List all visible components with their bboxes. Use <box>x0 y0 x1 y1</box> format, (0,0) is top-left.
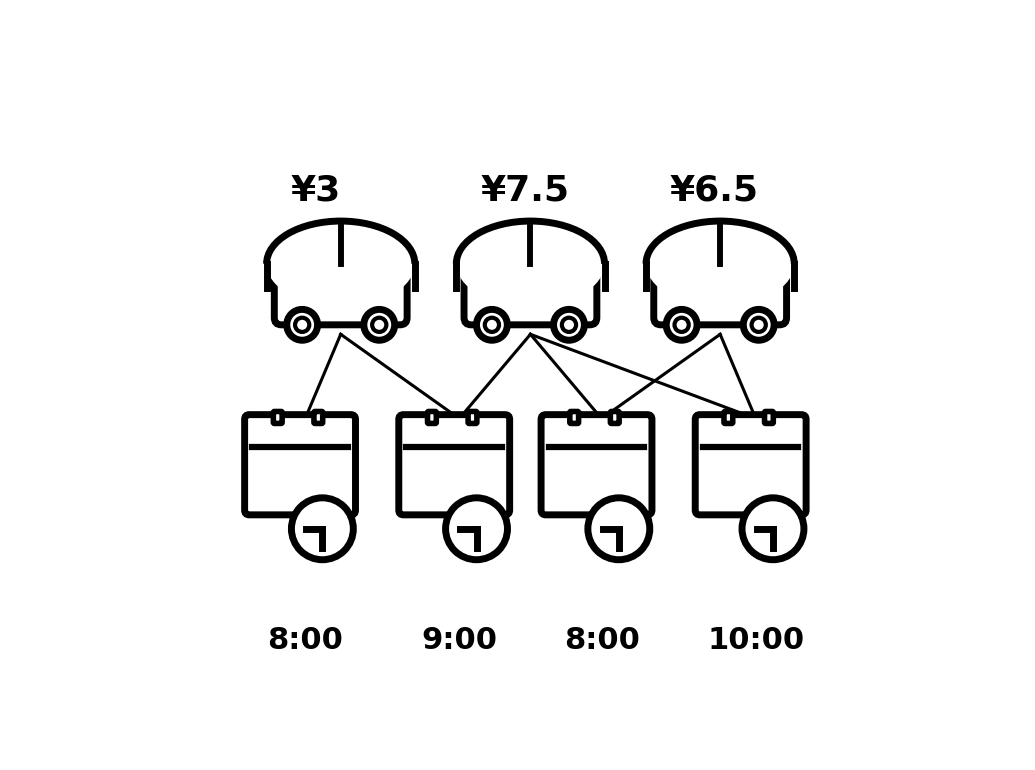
Circle shape <box>743 310 774 340</box>
Circle shape <box>320 527 325 531</box>
Circle shape <box>446 498 507 560</box>
Text: ¥7.5: ¥7.5 <box>480 173 569 207</box>
FancyBboxPatch shape <box>314 411 323 424</box>
Circle shape <box>554 310 585 340</box>
FancyBboxPatch shape <box>244 414 355 515</box>
Circle shape <box>290 497 355 561</box>
Ellipse shape <box>267 221 415 306</box>
FancyBboxPatch shape <box>427 411 437 424</box>
Text: ¥6.5: ¥6.5 <box>670 173 759 207</box>
Circle shape <box>484 318 499 332</box>
Circle shape <box>667 310 697 340</box>
Circle shape <box>588 498 650 560</box>
Circle shape <box>675 318 688 332</box>
FancyBboxPatch shape <box>654 257 787 325</box>
FancyBboxPatch shape <box>611 411 619 424</box>
Circle shape <box>444 497 508 561</box>
FancyBboxPatch shape <box>723 411 733 424</box>
Circle shape <box>742 498 804 560</box>
Text: ¥3: ¥3 <box>290 173 341 207</box>
Ellipse shape <box>456 221 604 306</box>
Circle shape <box>751 318 766 332</box>
Circle shape <box>474 527 478 531</box>
FancyBboxPatch shape <box>541 414 652 515</box>
FancyBboxPatch shape <box>468 411 477 424</box>
Circle shape <box>373 318 386 332</box>
Circle shape <box>476 310 507 340</box>
Circle shape <box>741 497 805 561</box>
Circle shape <box>292 498 353 560</box>
Ellipse shape <box>646 221 794 306</box>
Circle shape <box>364 310 394 340</box>
Text: 9:00: 9:00 <box>421 626 497 655</box>
FancyBboxPatch shape <box>274 257 407 325</box>
FancyBboxPatch shape <box>570 411 579 424</box>
FancyBboxPatch shape <box>696 414 806 515</box>
Text: 8:00: 8:00 <box>564 626 640 655</box>
FancyBboxPatch shape <box>273 411 283 424</box>
Circle shape <box>562 318 576 332</box>
Circle shape <box>617 527 621 531</box>
Circle shape <box>287 310 318 340</box>
Circle shape <box>295 318 309 332</box>
FancyBboxPatch shape <box>765 411 773 424</box>
Text: 10:00: 10:00 <box>707 626 804 655</box>
Circle shape <box>587 497 651 561</box>
FancyBboxPatch shape <box>464 257 597 325</box>
Text: 8:00: 8:00 <box>267 626 343 655</box>
FancyBboxPatch shape <box>398 414 509 515</box>
Circle shape <box>771 527 775 531</box>
